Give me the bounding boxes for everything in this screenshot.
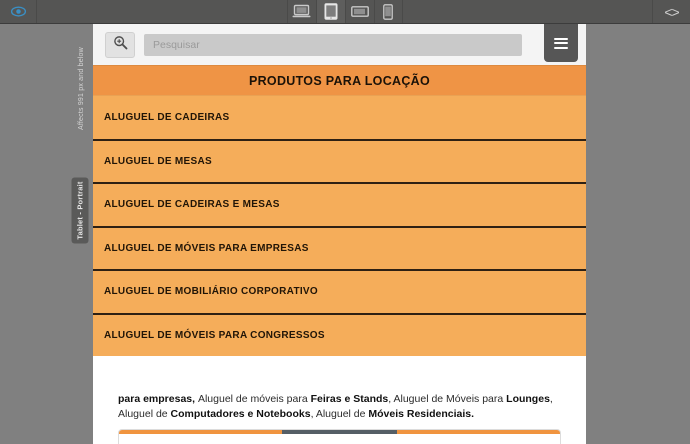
code-view-button[interactable]: <> <box>652 0 690 23</box>
list-item[interactable]: ALUGUEL DE MÓVEIS PARA CONGRESSOS <box>93 312 586 356</box>
top-toolbar: <> <box>0 0 690 24</box>
list-item[interactable]: ALUGUEL DE CADEIRAS <box>93 95 586 139</box>
stage-left-gutter <box>0 24 69 444</box>
feature-cards: Horário de Pontualidade <box>118 429 561 444</box>
page-viewport: PRODUTOS PARA LOCAÇÃO ALUGUEL DE CADEIRA… <box>93 24 586 444</box>
hamburger-icon <box>554 35 568 51</box>
accent-dark-middle <box>282 430 397 434</box>
search-header <box>93 24 586 65</box>
device-button-tablet-landscape[interactable] <box>344 0 374 23</box>
toolbar-spacer-right <box>403 0 653 23</box>
breakpoint-column: Affects 991 px and below Tablet - Portra… <box>69 24 89 444</box>
paragraph-seg-9: Móveis Residenciais. <box>368 407 475 420</box>
list-item[interactable]: ALUGUEL DE CADEIRAS E MESAS <box>93 182 586 226</box>
paragraph-seg-8: , Aluguel de <box>310 407 369 420</box>
tablet-portrait-icon <box>324 3 338 20</box>
device-button-tablet-portrait[interactable] <box>315 0 345 23</box>
stage-right-gutter <box>586 24 690 444</box>
list-item[interactable]: ALUGUEL DE MÓVEIS PARA EMPRESAS <box>93 225 586 269</box>
description-paragraph: para empresas, Aluguel de móveis para Fe… <box>93 387 586 429</box>
search-zoom-icon <box>113 35 128 55</box>
paragraph-seg-4: , Aluguel de Móveis para <box>388 393 507 405</box>
product-list: ALUGUEL DE CADEIRAS ALUGUEL DE MESAS ALU… <box>93 95 586 356</box>
paragraph-seg-3: Feiras e Stands <box>310 393 389 405</box>
preview-stage: Affects 991 px and below Tablet - Portra… <box>0 24 690 444</box>
paragraph-seg-7: Computadores e Notebooks <box>170 407 311 420</box>
toolbar-spacer-left <box>37 0 287 23</box>
desktop-icon <box>292 4 311 19</box>
feature-card-horario[interactable]: Horário de <box>119 434 266 444</box>
mobile-icon <box>383 3 393 20</box>
list-item[interactable]: ALUGUEL DE MESAS <box>93 138 586 182</box>
device-button-mobile[interactable] <box>373 0 403 23</box>
search-button[interactable] <box>105 31 135 58</box>
device-switcher <box>286 0 403 23</box>
hamburger-menu-button[interactable] <box>544 24 578 62</box>
paragraph-seg-5: Lounges <box>506 393 550 405</box>
accent-orange-left <box>119 430 283 434</box>
feature-card-pontualidade[interactable]: Pontualidade e <box>266 434 413 444</box>
feature-card-localizacao[interactable]: Localização <box>413 434 560 444</box>
eye-icon <box>10 4 26 19</box>
accent-orange-right <box>396 430 560 434</box>
code-brackets-icon: <> <box>664 3 679 20</box>
search-input[interactable] <box>144 33 522 56</box>
breakpoint-affects-label: Affects 991 px and below <box>77 47 85 130</box>
list-item[interactable]: ALUGUEL DE MOBILIÁRIO CORPORATIVO <box>93 269 586 313</box>
page-title: PRODUTOS PARA LOCAÇÃO <box>93 65 586 95</box>
paragraph-seg-6: , Aluguel de <box>118 393 553 420</box>
cards-row: Horário de Pontualidade <box>119 434 560 444</box>
cards-accent-bar <box>119 430 560 434</box>
paragraph-seg-2: Aluguel de móveis para <box>197 393 311 405</box>
app-logo-button[interactable] <box>0 0 37 23</box>
breakpoint-device-badge[interactable]: Tablet - Portrait <box>71 177 89 244</box>
paragraph-seg-1: para empresas, <box>118 393 198 405</box>
device-button-desktop[interactable] <box>286 0 316 23</box>
tablet-landscape-icon <box>350 5 369 18</box>
products-panel: PRODUTOS PARA LOCAÇÃO ALUGUEL DE CADEIRA… <box>93 65 586 356</box>
